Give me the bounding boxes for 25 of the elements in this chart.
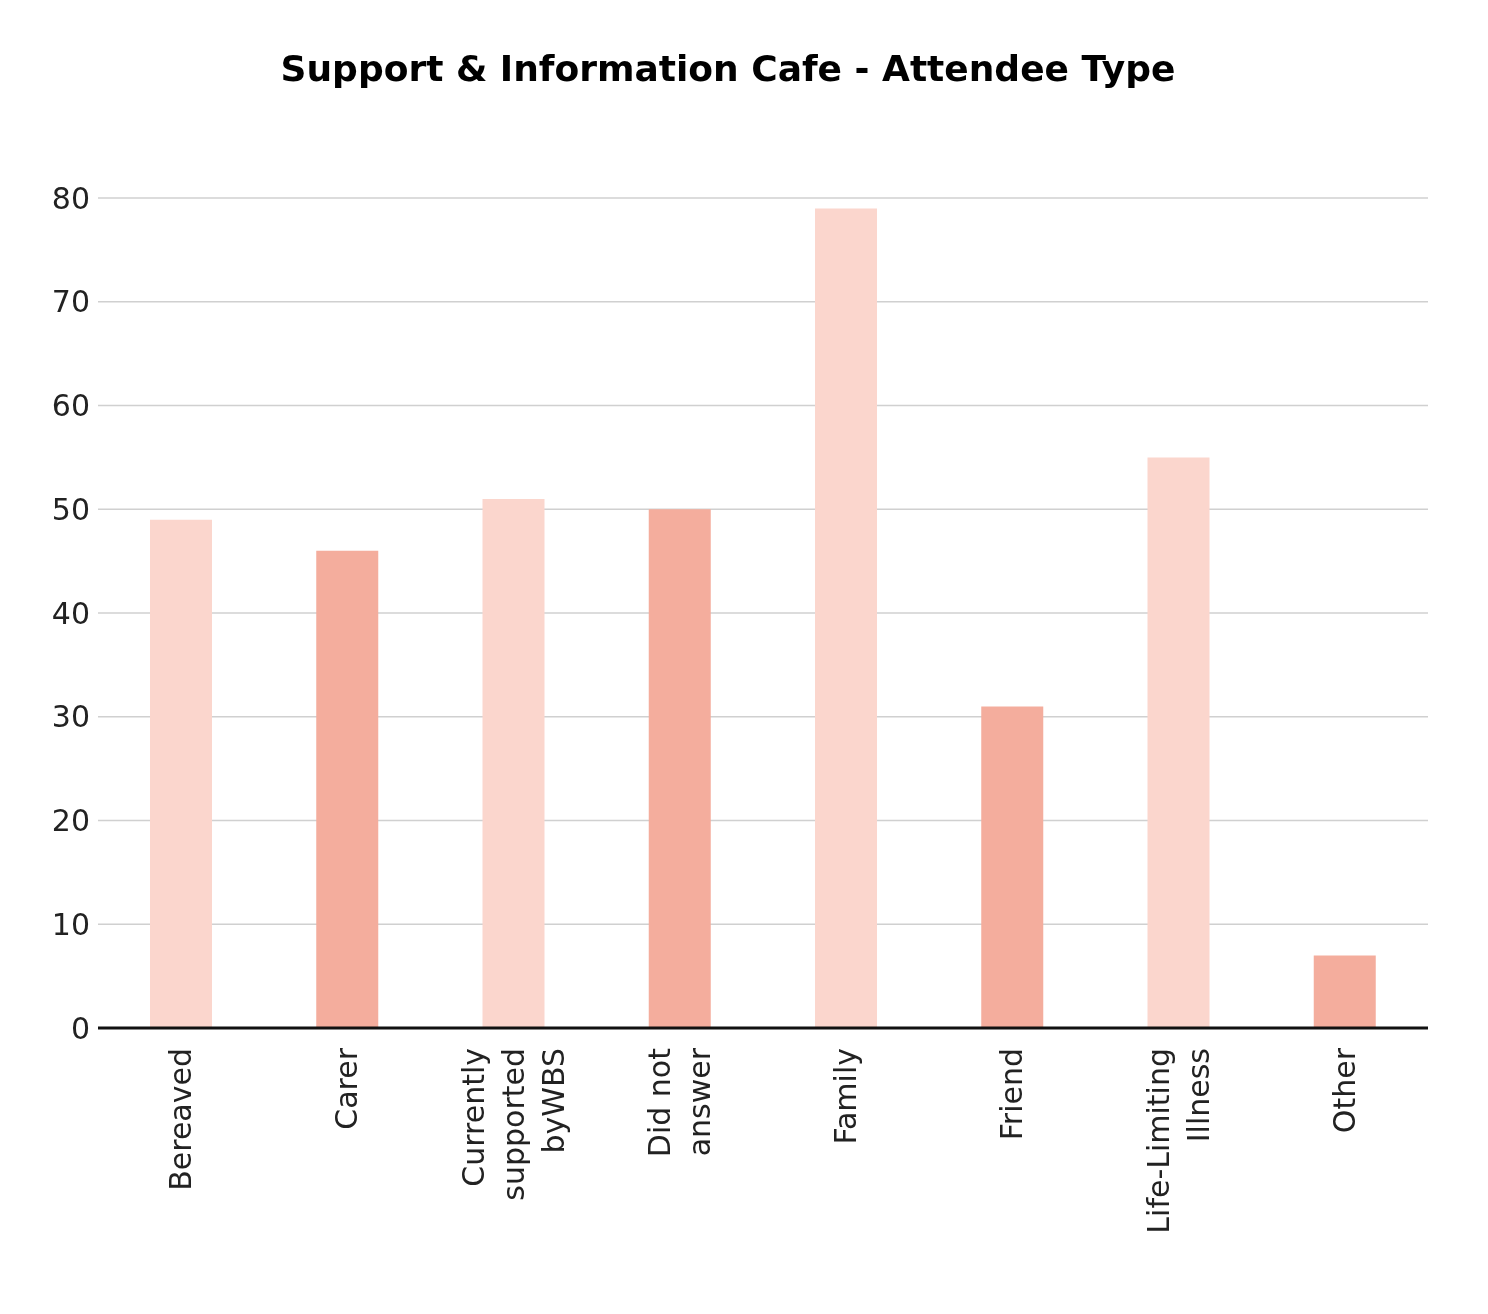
x-tick-label: Family <box>828 1048 864 1145</box>
bar <box>815 208 877 1028</box>
x-tick-label: Other <box>1326 1047 1362 1134</box>
y-tick-label: 20 <box>51 803 90 839</box>
y-tick-label: 60 <box>51 388 90 424</box>
bar <box>150 519 212 1028</box>
y-tick-label: 50 <box>51 491 90 527</box>
x-tick-label: Life-Limiting Illness <box>1140 1048 1216 1234</box>
y-tick-label: 0 <box>70 1010 90 1046</box>
bar <box>316 550 379 1028</box>
bar <box>981 706 1044 1028</box>
chart-title: Support & Information Cafe - Attendee Type <box>279 47 1177 91</box>
x-tick-label: Friend <box>994 1048 1030 1141</box>
y-tick-label: 10 <box>51 906 90 942</box>
x-tick-label: Bereaved <box>163 1048 199 1191</box>
x-tick-label: Currently supported byWBS <box>455 1048 571 1201</box>
x-tick-label: Carer <box>329 1047 365 1130</box>
bar <box>648 509 711 1028</box>
y-tick-label: 30 <box>51 699 90 735</box>
y-tick-label: 70 <box>51 284 90 320</box>
bar <box>1147 457 1210 1028</box>
bar <box>1313 955 1376 1028</box>
y-tick-label: 40 <box>51 595 90 631</box>
bar <box>482 498 545 1028</box>
y-tick-label: 80 <box>51 180 90 216</box>
